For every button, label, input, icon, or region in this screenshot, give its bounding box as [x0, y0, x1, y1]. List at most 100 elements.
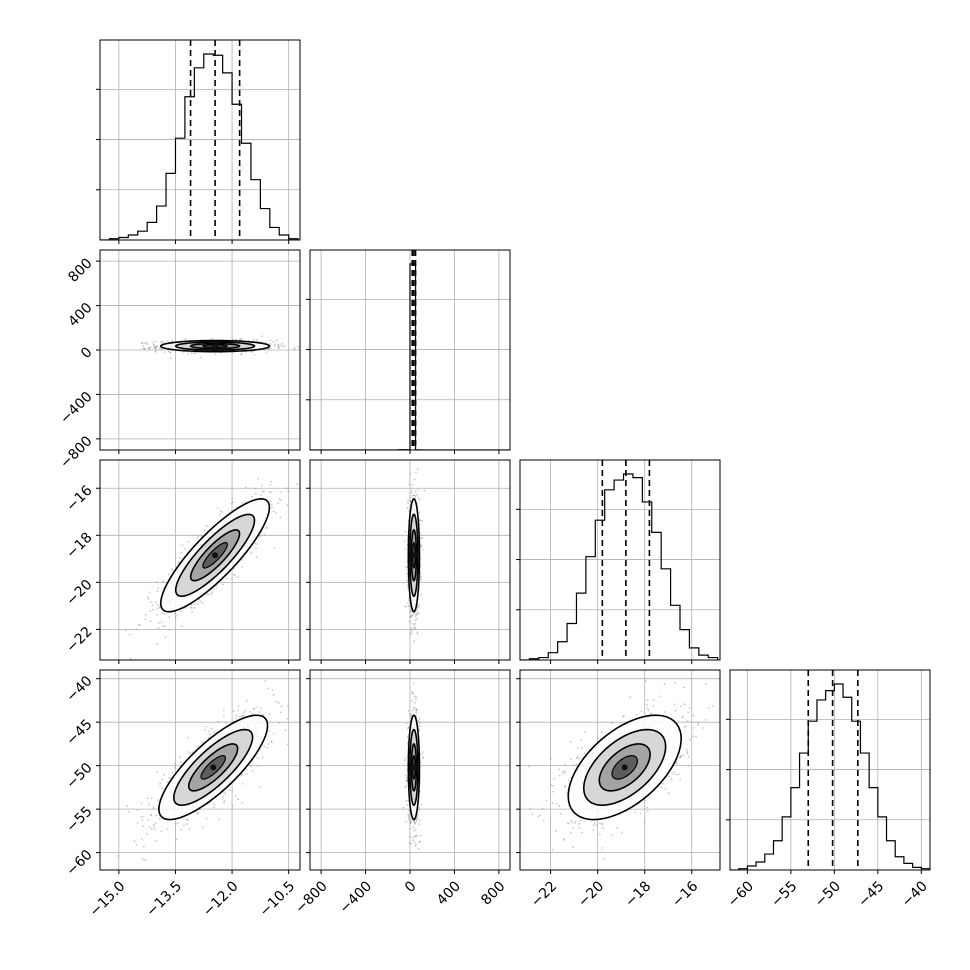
sample-point: [255, 756, 258, 759]
sample-point: [413, 478, 416, 481]
sample-point: [611, 722, 613, 725]
sample-point: [270, 347, 273, 349]
contours-p3_vs_p0: [158, 714, 269, 821]
sample-point: [576, 747, 579, 749]
sample-point: [210, 337, 213, 340]
sample-point: [410, 842, 413, 845]
sample-point: [240, 353, 243, 356]
sample-point: [403, 548, 406, 550]
sample-point: [272, 732, 275, 735]
sample-point: [415, 709, 418, 712]
sample-point: [159, 606, 161, 609]
sample-point: [577, 757, 580, 760]
sample-point: [418, 841, 421, 844]
sample-point: [145, 613, 147, 616]
panel-0-0: [96, 39, 301, 244]
sample-point: [222, 714, 225, 717]
sample-point: [412, 494, 415, 497]
sample-point: [408, 813, 411, 816]
sample-point: [415, 493, 418, 496]
sample-point: [260, 707, 262, 710]
sample-point: [169, 351, 172, 354]
sample-point: [187, 352, 190, 355]
sample-point: [144, 348, 147, 350]
sample-point: [413, 640, 416, 643]
sample-point: [244, 501, 246, 504]
sample-point: [686, 720, 689, 722]
sample-point: [161, 778, 164, 781]
sample-point: [414, 471, 417, 474]
sample-point: [268, 713, 271, 716]
sample-point: [161, 625, 164, 627]
sample-point: [155, 580, 158, 583]
x-tick-label-p0-2: −12.0: [200, 878, 242, 920]
sample-point: [140, 341, 143, 344]
sample-point: [197, 535, 200, 538]
sample-point: [406, 584, 409, 587]
sample-point: [272, 693, 275, 696]
sample-point: [224, 721, 227, 724]
sample-point: [272, 510, 275, 513]
sample-point: [421, 549, 424, 551]
sample-point: [414, 619, 417, 621]
sample-point: [409, 820, 411, 822]
sample-point: [245, 768, 248, 771]
contours-p1_vs_p0: [159, 339, 271, 353]
sample-point: [409, 609, 412, 612]
sample-point: [149, 813, 152, 816]
sample-point: [420, 545, 422, 548]
sample-point: [255, 556, 258, 558]
histogram-p1: [310, 263, 510, 450]
sample-point: [645, 680, 647, 682]
sample-point: [257, 477, 259, 480]
sample-point: [213, 731, 216, 733]
sample-point: [420, 593, 423, 596]
sample-point: [152, 346, 155, 349]
sample-point: [187, 751, 190, 753]
sample-point: [174, 616, 177, 619]
sample-point: [414, 615, 417, 618]
sample-point: [154, 346, 156, 349]
sample-point: [286, 743, 289, 746]
sample-point: [184, 338, 187, 340]
x-tick-label-p1-3: 400: [434, 878, 464, 908]
sample-point: [168, 616, 171, 618]
y-tick-label-p1-4: 800: [65, 255, 95, 285]
sample-point: [413, 830, 415, 832]
sample-point: [256, 765, 259, 768]
sample-point: [155, 345, 157, 348]
sample-point: [279, 491, 282, 493]
sample-point: [254, 487, 257, 490]
sample-point: [212, 587, 215, 590]
sample-point: [154, 345, 157, 348]
sample-point: [249, 710, 252, 713]
sample-point: [280, 705, 283, 708]
sample-point: [231, 338, 234, 341]
sample-point: [135, 843, 138, 846]
sample-point: [408, 818, 410, 821]
sample-point: [611, 834, 614, 837]
sample-point: [405, 784, 408, 787]
sample-point: [270, 740, 273, 743]
sample-point: [135, 628, 138, 631]
sample-point: [140, 802, 143, 805]
sample-point: [406, 507, 409, 509]
sample-point: [154, 350, 157, 353]
sample-point: [686, 750, 689, 753]
y-tick-label-p2-0: −22: [63, 624, 95, 656]
sample-point: [267, 687, 269, 690]
sample-point: [404, 759, 406, 762]
sample-point: [206, 803, 209, 806]
sample-point: [277, 346, 279, 349]
sample-point: [206, 525, 209, 528]
sample-point: [407, 728, 409, 730]
sample-point: [421, 537, 423, 539]
sample-point: [207, 730, 210, 733]
sample-point: [129, 657, 132, 660]
sample-point: [142, 345, 145, 347]
sample-point: [240, 715, 243, 718]
sample-point: [269, 343, 272, 345]
sample-point: [180, 625, 183, 627]
sample-point: [211, 727, 213, 730]
